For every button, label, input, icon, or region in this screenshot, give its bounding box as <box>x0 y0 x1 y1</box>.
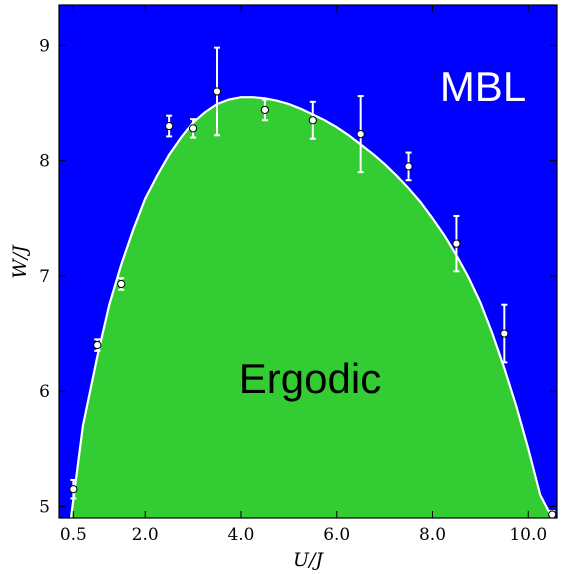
x-tick-label: 8.0 <box>419 525 446 545</box>
data-point <box>356 130 365 139</box>
y-tick-label: 7 <box>39 267 50 287</box>
axis-ticks: 0.5 2.0 4.0 6.0 8.0 10.0 5 6 7 8 9 <box>39 5 557 545</box>
y-tick-label: 8 <box>39 152 50 172</box>
plot-clipped-group <box>59 5 557 518</box>
y-tick-label: 5 <box>39 497 50 517</box>
x-tick-label: 4.0 <box>227 525 254 545</box>
y-axis-label: W/J <box>9 244 31 279</box>
ergodic-region <box>71 97 553 518</box>
x-tick-label: 10.0 <box>509 525 547 545</box>
x-tick-label: 6.0 <box>323 525 350 545</box>
data-point <box>93 340 102 350</box>
data-point <box>500 329 509 338</box>
data-point <box>452 239 461 248</box>
data-point <box>404 162 413 171</box>
x-tick-label: 0.5 <box>60 525 87 545</box>
data-point <box>212 87 222 96</box>
data-point <box>260 105 270 115</box>
region-label-ergodic: Ergodic <box>239 355 381 402</box>
x-tick-label: 2.0 <box>132 525 159 545</box>
region-label-mbl: MBL <box>440 63 526 110</box>
data-point <box>308 116 317 125</box>
y-tick-label: 6 <box>39 382 50 402</box>
plot-frame <box>58 4 558 519</box>
y-tick-label: 9 <box>39 36 50 56</box>
data-point <box>548 510 557 518</box>
plot-area <box>58 4 558 519</box>
x-axis-label: U/J <box>293 549 324 571</box>
data-point <box>117 279 126 289</box>
data-point <box>69 485 78 494</box>
data-point <box>165 121 174 131</box>
data-point <box>188 124 198 133</box>
